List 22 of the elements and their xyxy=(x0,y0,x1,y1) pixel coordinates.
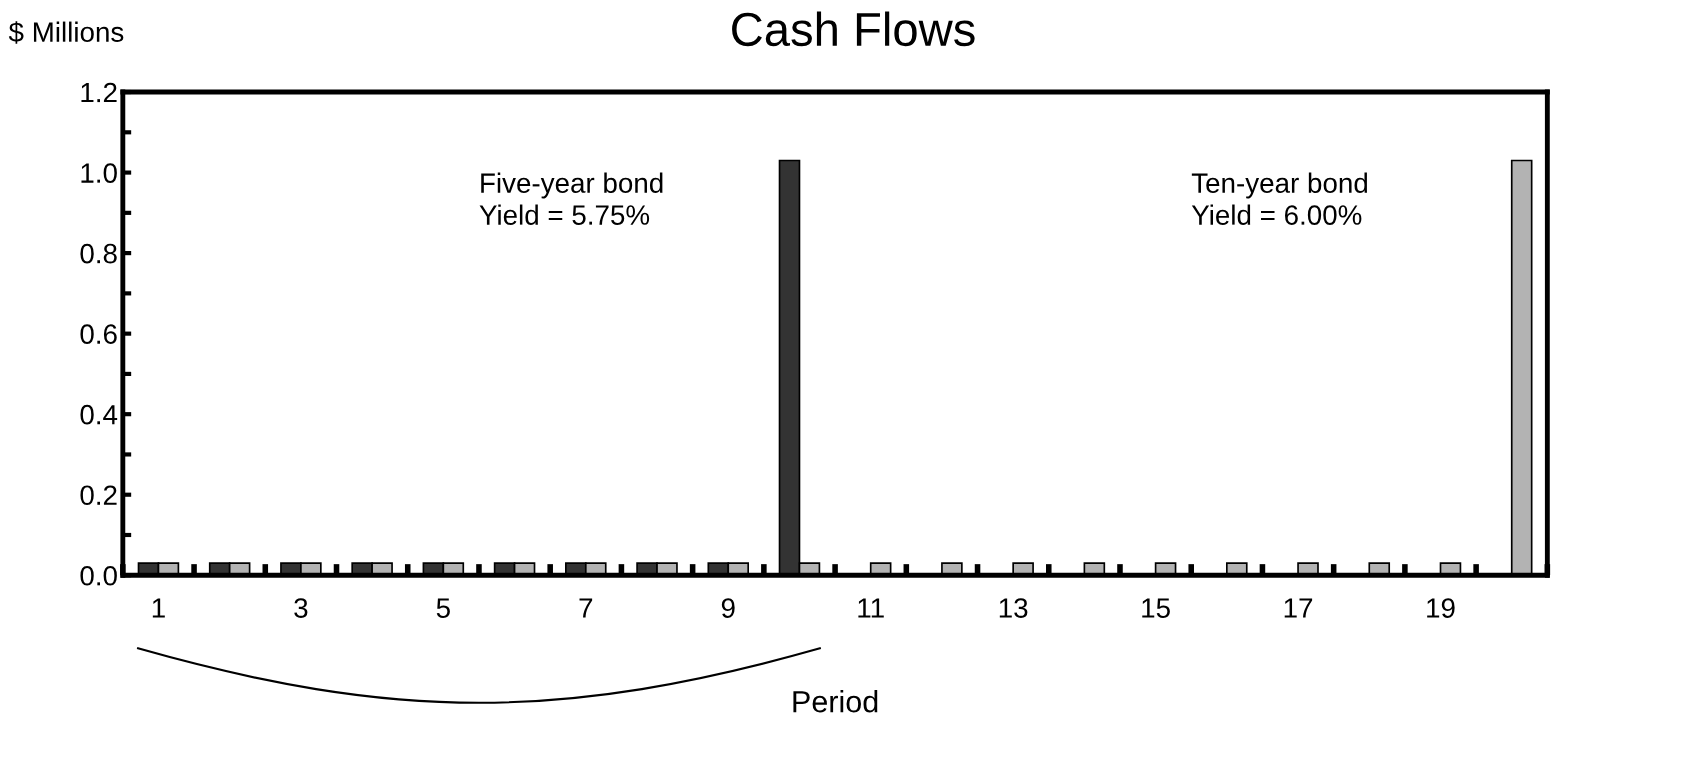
x-tick-label: 9 xyxy=(721,598,735,618)
x-tick-label: 3 xyxy=(294,598,308,618)
y-tick-label: 0.0 xyxy=(80,565,117,586)
y-tick-label: 0.8 xyxy=(80,243,117,264)
annotation: Ten-year bond Yield = 6.00% xyxy=(1191,172,1367,225)
y-tick-label: 1.2 xyxy=(81,82,117,103)
y-axis-title: $ Millions xyxy=(8,21,124,44)
annotation: Five-year bond Yield = 5.75% xyxy=(479,172,663,225)
y-tick-label: 0.6 xyxy=(80,324,117,344)
x-tick-label: 13 xyxy=(999,598,1028,618)
x-tick-label: 11 xyxy=(858,598,884,618)
x-axis-title: Period xyxy=(793,690,878,713)
y-tick-label: 0.2 xyxy=(80,485,117,506)
x-tick-label: 5 xyxy=(436,598,450,618)
x-tick-label: 1 xyxy=(152,598,165,618)
y-tick-label: 1.0 xyxy=(81,163,117,183)
x-tick-label: 19 xyxy=(1427,598,1455,618)
y-tick-label: 0.4 xyxy=(80,404,118,425)
x-tick-label: 15 xyxy=(1142,598,1170,618)
chart-title: Cash Flows xyxy=(732,11,975,47)
x-tick-label: 7 xyxy=(579,598,593,618)
x-tick-label: 17 xyxy=(1284,598,1313,618)
